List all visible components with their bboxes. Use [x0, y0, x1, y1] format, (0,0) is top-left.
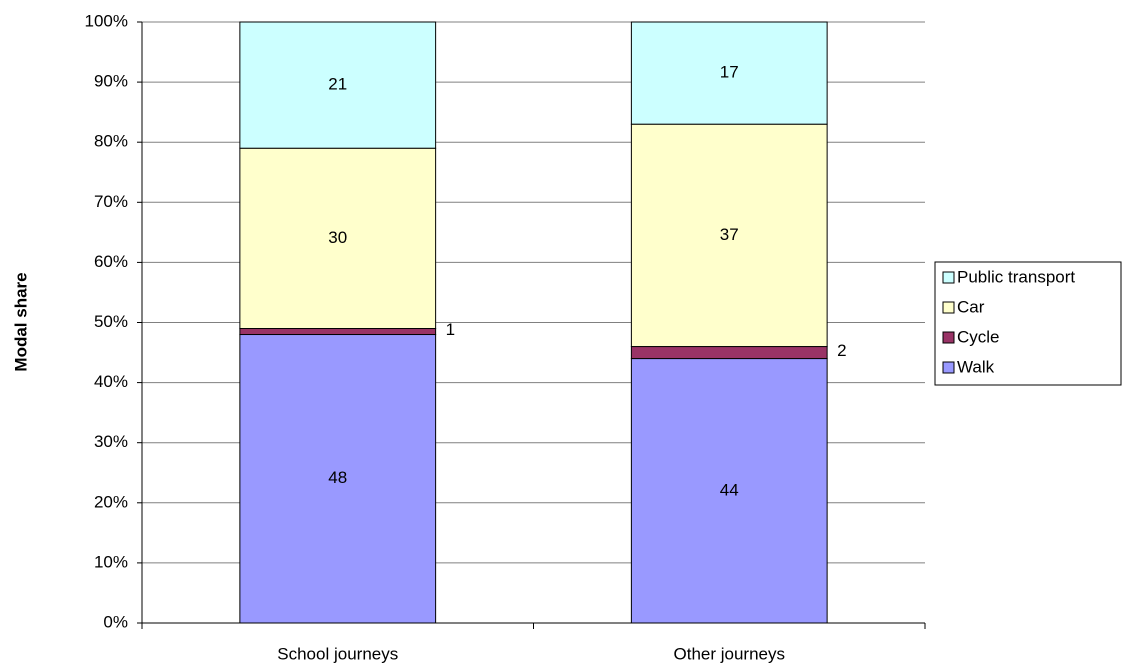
legend-label: Car	[957, 297, 985, 316]
x-tick-label: Other journeys	[674, 644, 786, 663]
bar-segment	[239, 147, 437, 330]
bar-segment	[239, 334, 437, 624]
bar-segment	[239, 21, 437, 149]
y-tick-label: 70%	[94, 192, 128, 211]
bar-segment	[630, 346, 828, 360]
legend-swatch	[942, 271, 955, 284]
data-label: 17	[720, 63, 739, 82]
legend-swatch	[942, 301, 955, 314]
data-label: 30	[328, 228, 347, 247]
y-tick-label: 60%	[94, 252, 128, 271]
y-tick-label: 90%	[94, 72, 128, 91]
bar-segment	[630, 358, 828, 624]
y-tick-label: 100%	[85, 11, 128, 30]
y-tick-label: 0%	[103, 612, 128, 631]
y-tick-label: 80%	[94, 132, 128, 151]
bar-segment	[630, 21, 828, 125]
data-label: 48	[328, 468, 347, 487]
y-tick-label: 20%	[94, 492, 128, 511]
y-tick-label: 40%	[94, 372, 128, 391]
bar-segment	[239, 328, 437, 336]
legend-swatch	[942, 331, 955, 344]
legend-label: Cycle	[957, 327, 1000, 346]
legend-label: Public transport	[957, 267, 1075, 286]
data-label: 1	[446, 320, 455, 339]
data-label: 21	[328, 75, 347, 94]
y-tick-label: 10%	[94, 552, 128, 571]
y-tick-label: 30%	[94, 432, 128, 451]
legend-box	[934, 261, 1122, 386]
data-label: 44	[720, 480, 739, 499]
data-label: 2	[837, 341, 846, 360]
bar-segment	[630, 123, 828, 348]
data-label: 37	[720, 225, 739, 244]
legend-swatch	[942, 361, 955, 374]
y-axis-label: Modal share	[11, 272, 30, 371]
y-tick-label: 50%	[94, 312, 128, 331]
legend-label: Walk	[957, 357, 995, 376]
x-tick-label: School journeys	[277, 644, 398, 663]
